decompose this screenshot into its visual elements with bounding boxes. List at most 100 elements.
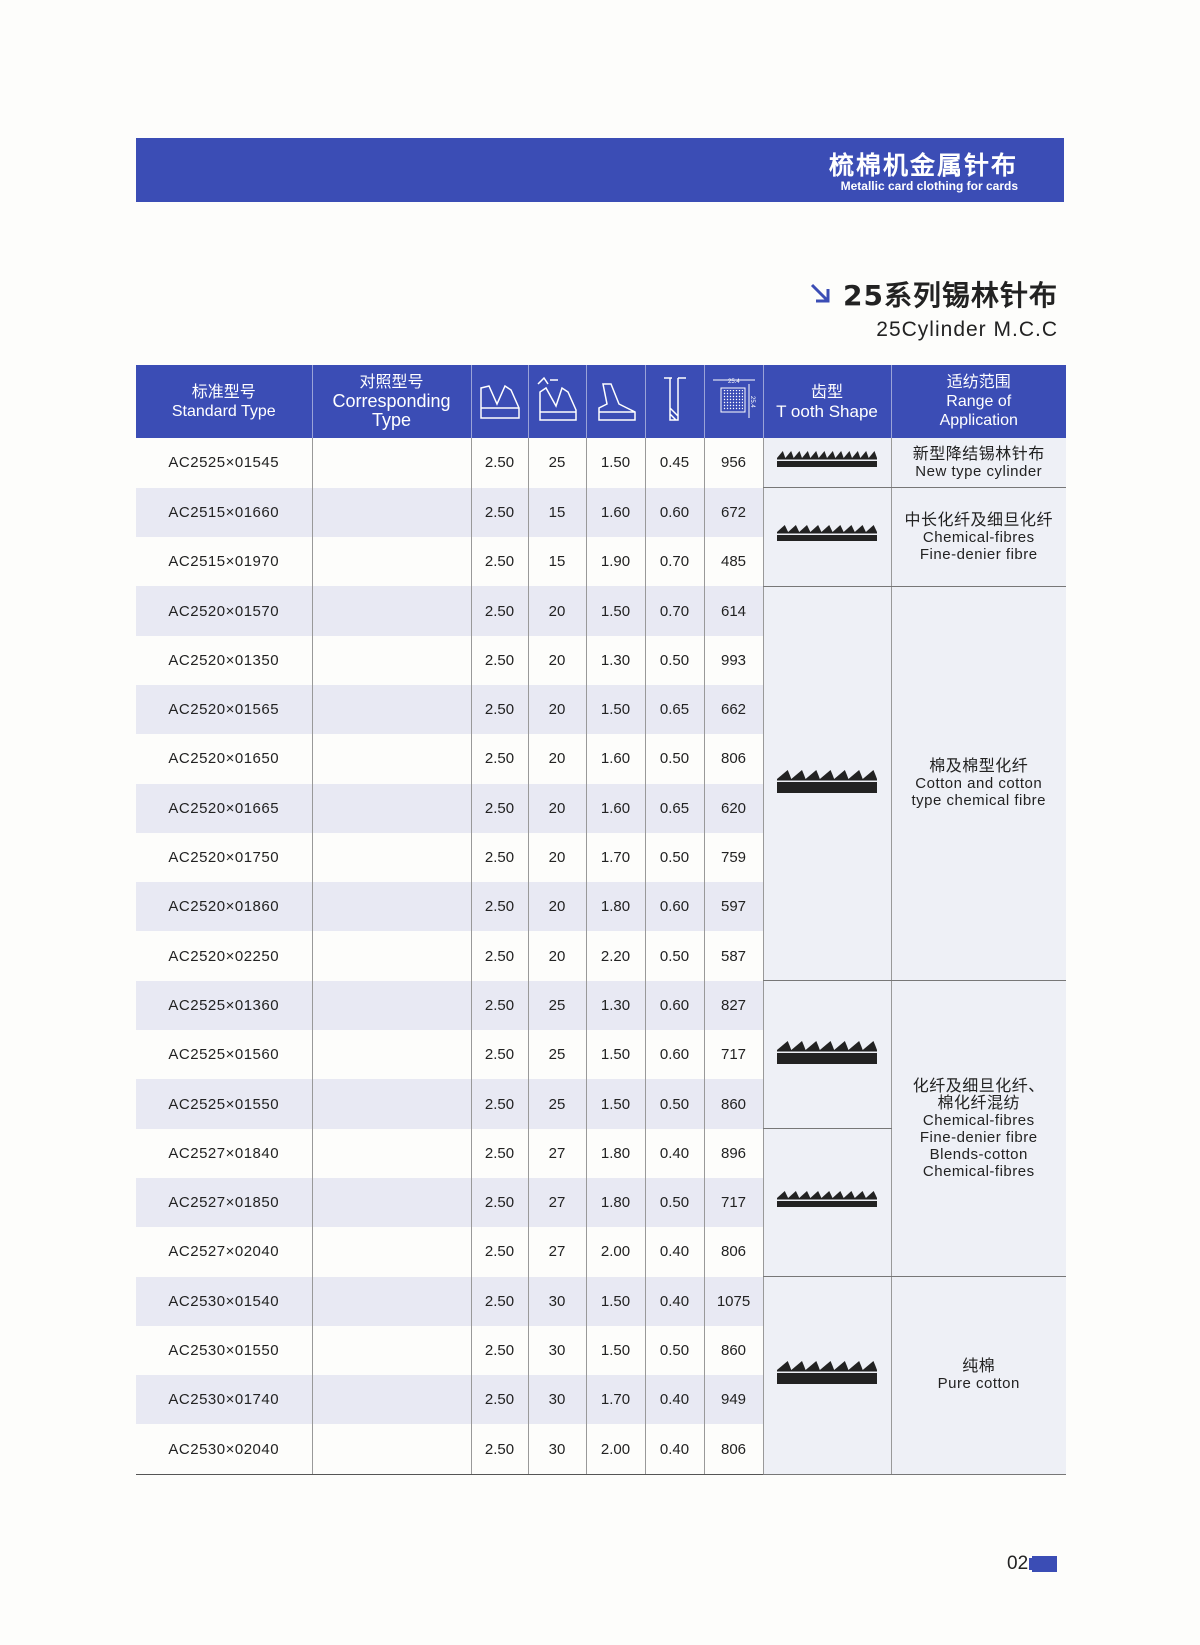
tooth-angle-cell: 20 [527,586,586,636]
table-row: AC2527×02040 2.50 27 2.00 0.40 806 [136,1227,1066,1277]
table-row: AC2520×01570 2.50 20 1.50 0.70 614 棉及棉型化纤 Cotto… [136,586,1066,982]
tooth-depth-cell: 1.50 [585,1079,645,1129]
header-app-en2: Application [939,412,1018,429]
application-line: 纯棉 [962,1358,996,1376]
rib-width-cell: 0.70 [644,586,704,636]
rib-width-cell: 0.50 [644,1079,704,1129]
tooth-depth-cell: 1.70 [585,832,645,883]
tooth-shape-icon [777,769,877,793]
point-density-cell: 620 [703,783,763,833]
standard-type-cell: AC2520×02250 [168,947,280,965]
point-density-cell: 860 [703,1079,763,1129]
header-total-height [470,365,528,438]
page-number-text: 02 [1007,1553,1029,1574]
point-density-cell: 806 [703,734,763,784]
header-corr-en2: Type [371,410,412,430]
total-height-cell: 2.50 [470,586,528,636]
tooth-angle-cell: 20 [527,684,586,735]
total-height-cell: 2.50 [470,438,528,488]
corresponding-type-cell [311,1227,471,1277]
density-label-v: 25.4 [749,396,755,408]
standard-type-cell: AC2520×01860 [136,882,312,932]
tooth-depth-cell: 2.20 [585,931,645,981]
section-title: 25系列锡林针布 [809,274,1058,314]
corresponding-type-cell [311,734,471,784]
point-density-cell: 485 [703,537,763,587]
point-density-cell: 993 [703,635,763,685]
table-row: AC2520×01650 2.50 20 1.60 0.50 806 [136,734,1066,784]
tooth-angle-cell: 30 [527,1325,586,1376]
tooth-shape-icon [777,450,877,467]
application-line: 中长化纤及细旦化纤 [904,511,1053,529]
header-shape-cn: 齿型 [810,383,843,401]
point-density-cell: 614 [703,586,763,636]
tooth-angle-cell: 20 [527,734,586,784]
point-density-cell: 1075 [703,1276,763,1326]
rib-width-cell: 0.65 [644,783,704,833]
rib-width-cell: 0.60 [644,882,704,932]
header-standard-en: Standard Type [171,402,276,420]
density-label-h: 25.4 [728,379,740,385]
table-row: AC2525×01560 2.50 25 1.50 0.60 717 [136,1030,1066,1080]
corresponding-type-cell [311,1325,471,1376]
application-line: 化纤及细旦化纤、 [912,1077,1045,1095]
point-density-cell: 949 [703,1375,763,1425]
application-line: 棉化纤混纺 [937,1094,1020,1112]
standard-type-cell: AC2527×01850 [136,1177,312,1228]
rib-width-cell: 0.50 [644,1177,704,1228]
arrow-down-right-icon [810,283,830,303]
header-application: 适纺范围 Range of Application [890,365,1066,438]
header-corr-cn: 对照型号 [359,374,424,391]
tooth-angle-cell: 25 [527,1079,586,1129]
rib-width-cell: 0.60 [644,487,704,538]
tooth-shape-icon [777,1040,877,1064]
total-height-cell: 2.50 [470,734,528,784]
table-row: AC2525×01360 2.50 25 1.30 0.60 827 化纤及细旦化纤、 棉化纤… [136,980,1066,1278]
point-density-cell: 587 [703,931,763,981]
point-density-icon: 25.4 25.4 [712,379,755,418]
standard-type-cell: AC2525×01560 [168,1046,280,1064]
tooth-depth-cell: 1.60 [585,487,645,538]
standard-type-cell: AC2530×01550 [168,1341,280,1359]
point-density-cell: 717 [703,1177,763,1228]
total-height-cell: 2.50 [470,1128,528,1178]
tooth-depth-cell: 2.00 [585,1227,645,1277]
tooth-depth-cell: 1.80 [585,1128,645,1178]
table-header-row: 标准型号 Standard Type 对照型号 Corresponding Type … [136,365,1066,438]
corresponding-type-cell [311,487,471,538]
tooth-angle-cell: 27 [527,1227,586,1277]
specs-table: 标准型号 Standard Type 对照型号 Corresponding Type … [136,365,1066,1475]
application-line: Fine-denier fibre [919,545,1038,563]
tooth-angle-cell: 27 [527,1177,586,1228]
application-line: Cotton and cotton [915,775,1043,793]
table-row: AC2520×01565 2.50 20 1.50 0.65 662 [136,684,1066,735]
application-cell: 中长化纤及细旦化纤 Chemical-fibres Fine-denier fibr… [890,487,1066,587]
total-height-cell: 2.50 [470,783,528,833]
tooth-depth-cell: 1.50 [585,438,645,488]
tooth-depth-cell: 1.50 [585,586,645,636]
tooth-shape-icon [777,525,877,542]
tooth-depth-cell: 1.50 [585,1030,645,1080]
total-height-cell: 2.50 [470,931,528,981]
corresponding-type-cell [311,586,471,636]
point-density-cell: 806 [703,1227,763,1277]
corresponding-type-cell [311,1128,471,1178]
tooth-shape-cell [762,980,891,1130]
tooth-shape-cell [762,1276,891,1475]
table-row: AC2515×01660 2.50 15 1.60 0.60 672 中长化纤及细旦化纤 Ch… [136,487,1066,587]
corresponding-type-cell [311,1276,471,1326]
corresponding-type-cell [311,635,471,685]
page-number: 02 [1007,1553,1058,1575]
tooth-depth-cell: 1.80 [585,1177,645,1228]
table-row: AC2520×01860 2.50 20 1.80 0.60 597 [136,882,1066,932]
rib-width-cell: 0.60 [644,1030,704,1080]
tooth-depth-cell: 1.30 [585,980,645,1031]
tooth-depth-cell: 2.00 [585,1424,645,1475]
standard-type-cell: AC2527×02040 [168,1243,280,1261]
tooth-shape-cell [762,1128,891,1278]
application-line: Chemical-fibres [922,1111,1035,1129]
rib-width-cell: 0.65 [644,684,704,735]
table-row: AC2520×01750 2.50 20 1.70 0.50 759 [136,832,1066,883]
rib-width-cell: 0.50 [644,1325,704,1376]
tooth-shape-icon [777,1190,877,1207]
